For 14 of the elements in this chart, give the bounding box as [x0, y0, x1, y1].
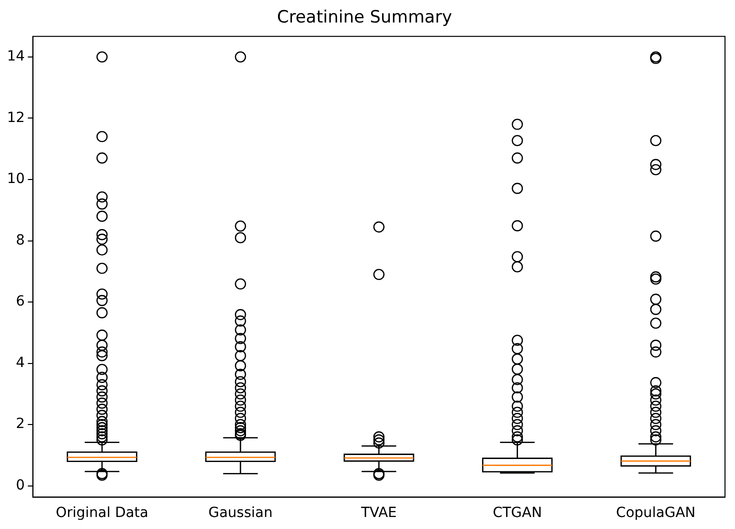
x-tick-label: Gaussian	[208, 505, 273, 522]
y-tick-label: 6	[16, 294, 25, 310]
y-tick-label: 4	[16, 354, 25, 371]
x-tick-label: CTGAN	[492, 505, 542, 522]
y-tick-label: 14	[6, 48, 25, 65]
x-tick-label: TVAE	[360, 505, 397, 522]
x-tick-label: Original Data	[56, 505, 148, 522]
y-tick-label: 12	[6, 110, 25, 126]
chart-title: Creatinine Summary	[276, 8, 452, 28]
x-tick-label: CopulaGAN	[616, 505, 696, 522]
y-tick-label: 8	[16, 232, 25, 248]
y-tick-label: 2	[16, 416, 25, 432]
y-tick-label: 10	[6, 171, 25, 188]
y-tick-label: 0	[16, 478, 25, 494]
